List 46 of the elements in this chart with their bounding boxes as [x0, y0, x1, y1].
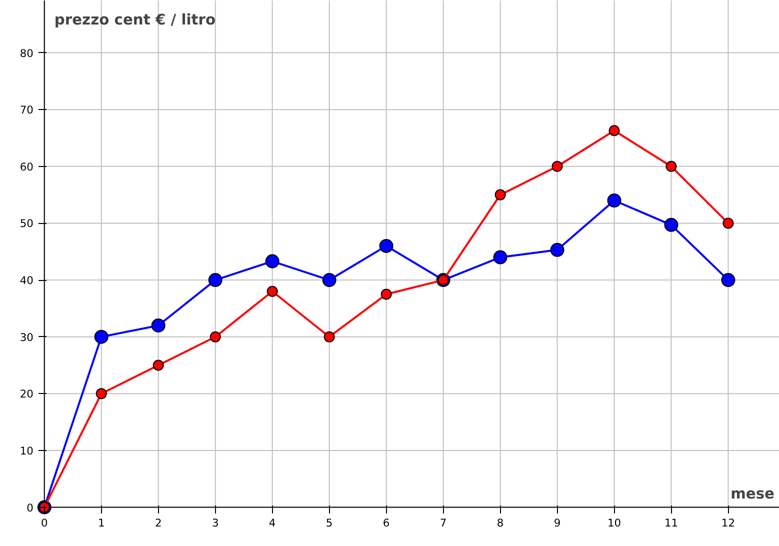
point	[324, 331, 335, 342]
x-tick-label: 5	[326, 516, 333, 530]
y-tick-label: 50	[20, 217, 34, 230]
point	[552, 160, 563, 172]
y-tick-label: 0	[26, 501, 34, 514]
point	[722, 218, 734, 229]
x-axis-title: mese	[730, 485, 775, 502]
point	[208, 273, 222, 288]
point	[210, 331, 221, 342]
point	[664, 218, 678, 232]
point	[151, 318, 166, 332]
y-tick-label: 40	[20, 274, 34, 288]
x-tick-label: 8	[496, 516, 504, 530]
point	[379, 238, 394, 253]
point	[493, 250, 508, 264]
point	[721, 273, 736, 288]
y-tick-label: 70	[20, 104, 34, 117]
x-tick-label: 7	[440, 516, 447, 530]
x-tick-label: 0	[40, 516, 48, 530]
x-tick-label: 6	[382, 516, 390, 530]
x-tick-label: 10	[607, 516, 622, 530]
y-tick-label: 20	[20, 388, 34, 401]
y-tick-label: 60	[20, 160, 34, 174]
point	[607, 194, 622, 208]
point	[265, 254, 280, 268]
point	[380, 288, 392, 300]
x-tick-label: 11	[664, 516, 678, 530]
point	[94, 330, 108, 344]
x-tick-label: 12	[721, 516, 735, 530]
point	[608, 125, 620, 136]
point	[550, 242, 564, 257]
point	[152, 360, 164, 371]
x-tick-label: 1	[98, 516, 105, 530]
x-tick-label: 2	[154, 516, 162, 530]
point	[666, 160, 677, 172]
y-tick-label: 30	[20, 330, 34, 344]
x-tick-label: 3	[212, 516, 219, 530]
point	[494, 189, 506, 200]
y-tick-label: 80	[20, 46, 34, 60]
y-axis-title: prezzo cent € / litro	[54, 12, 216, 28]
x-tick-label: 4	[268, 516, 276, 530]
x-tick-label: 9	[554, 516, 561, 530]
point	[322, 273, 336, 288]
point	[96, 388, 107, 400]
y-tick-label: 10	[20, 444, 34, 458]
point	[266, 286, 278, 297]
